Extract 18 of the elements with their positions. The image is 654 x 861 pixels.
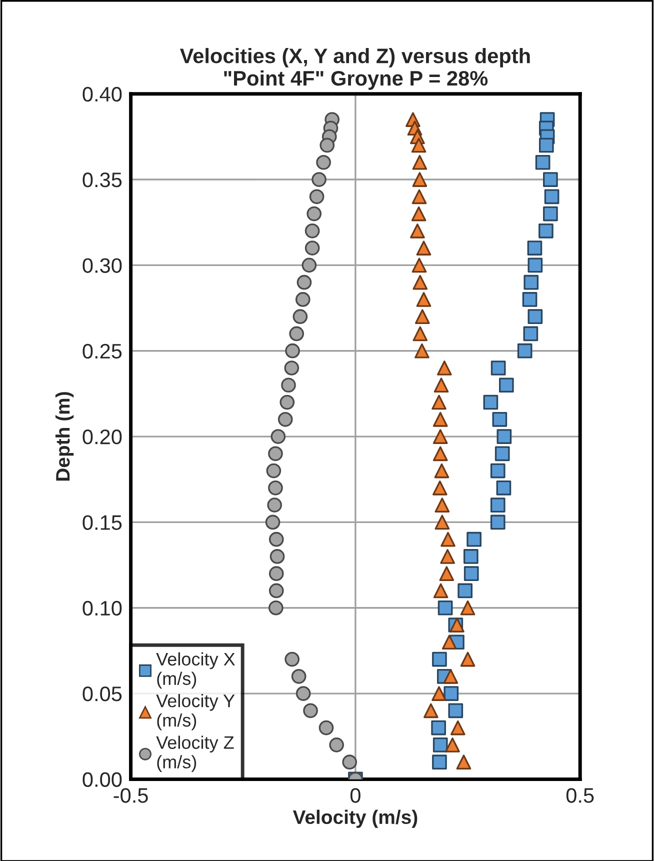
chart-title: Velocities (X, Y and Z) versus depth "Point 4F" Groyne P = 28% [180, 48, 530, 90]
y-tick-label: 0.20 [82, 430, 122, 444]
legend-label: Velocity X (m/s) [156, 652, 235, 689]
x-tick-label: -0.5 [114, 788, 148, 803]
y-tick-label: 0.00 [82, 772, 122, 787]
y-tick-label: 0.30 [82, 258, 122, 273]
legend-label: Velocity Z (m/s) [156, 736, 234, 772]
y-tick-label: 0.25 [82, 344, 122, 359]
y-tick-label: 0.10 [82, 600, 122, 616]
y-axis-title: Depth (m) [55, 392, 74, 481]
x-tick-label: 0 [350, 788, 360, 803]
legend-label: Velocity Y (m/s) [156, 694, 235, 730]
y-tick-label: 0.15 [82, 515, 122, 530]
y-tick-label: 0.05 [82, 686, 122, 702]
x-axis-title: Velocity (m/s) [292, 810, 418, 828]
x-tick-label: 0.5 [566, 788, 594, 803]
y-tick-label: 0.35 [82, 172, 122, 188]
y-tick-label: 0.40 [82, 86, 122, 102]
